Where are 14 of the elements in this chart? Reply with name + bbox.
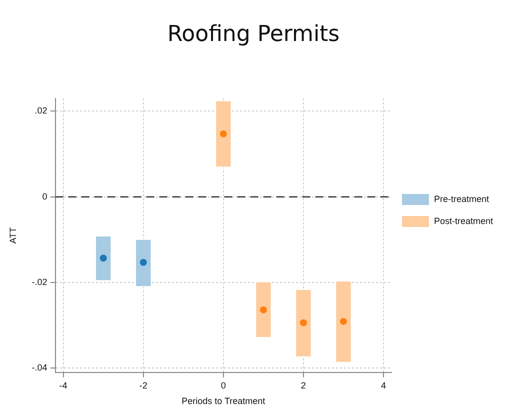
legend-label: Pre-treatment [434, 194, 490, 204]
y-tick-label: .02 [34, 106, 48, 116]
x-tick-label: 2 [300, 380, 306, 390]
chart-title: Roofing Permits [167, 22, 340, 47]
x-tick-label: 0 [220, 380, 226, 390]
x-axis-title: Periods to Treatment [182, 396, 266, 406]
x-tick-label: -4 [59, 380, 68, 390]
y-tick-label: -.02 [32, 276, 48, 287]
legend-label: Post-treatment [434, 216, 494, 226]
y-tick-label: 0 [42, 191, 48, 202]
y-axis-title: ATT [8, 226, 18, 244]
y-tick-label: -.04 [32, 362, 48, 373]
x-tick-label: 4 [380, 380, 386, 390]
x-tick-label: -2 [139, 380, 148, 390]
